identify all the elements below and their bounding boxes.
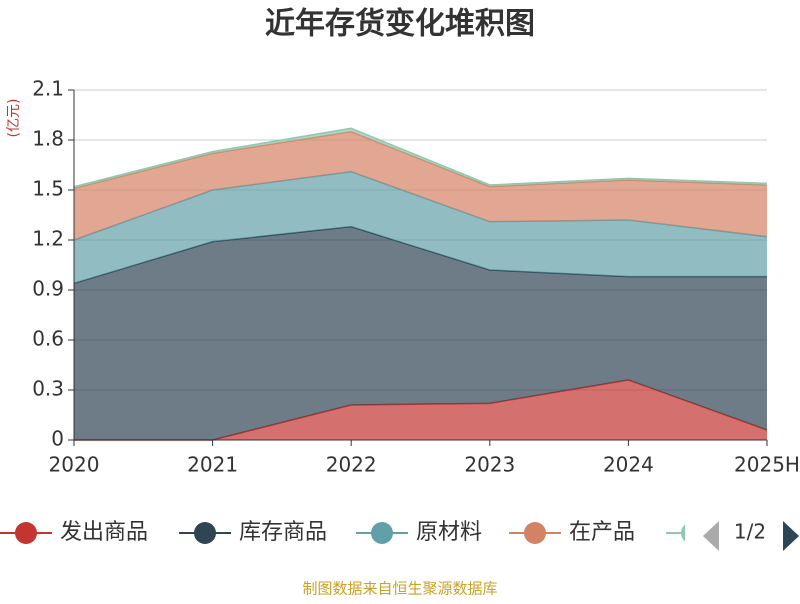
area-line [73,127,768,188]
legend: 发出商品 库存商品 原材料 在产品 [0,520,685,545]
area-fill [74,226,767,440]
legend-prev[interactable] [703,521,719,551]
legend-marker [371,522,393,544]
legend-marker [15,522,37,544]
y-tick-label: 1.8 [32,127,64,151]
area-fill [74,380,767,440]
legend-items: 发出商品 库存商品 原材料 在产品 [0,520,685,545]
legend-label[interactable]: 发出商品 [60,520,148,545]
legend-label[interactable]: 原材料 [416,520,482,545]
x-tick-label: 2022 [326,453,377,477]
legend-marker [194,522,216,544]
x-tick-label: 2023 [464,453,515,477]
chart-title: 近年存货变化堆积图 [265,7,535,42]
y-tick-label: 2.1 [32,77,64,101]
x-tick-label: 2025H [734,453,800,477]
x-tick-label: 2024 [603,453,654,477]
y-tick-label: 0.9 [32,277,64,301]
x-tick-label: 2021 [187,453,238,477]
x-tick-label: 2020 [49,453,100,477]
area-fill [74,128,767,189]
y-tick-label: 0.3 [32,377,64,401]
area-fill [74,171,767,284]
y-tick-label: 0.6 [32,327,64,351]
area-fill [74,131,767,240]
legend-label[interactable]: 库存商品 [239,520,327,545]
y-tick-label: 0 [51,427,64,451]
y-tick-label: 1.2 [32,227,64,251]
source-note: 制图数据来自恒生聚源数据库 [302,580,497,598]
legend-marker [524,522,546,544]
y-tick-label: 1.5 [32,177,64,201]
legend-next[interactable] [783,521,799,551]
legend-marker [681,524,685,542]
legend-label[interactable]: 在产品 [569,520,635,545]
y-unit: (亿元) [6,99,22,138]
legend-page: 1/2 [734,520,766,544]
